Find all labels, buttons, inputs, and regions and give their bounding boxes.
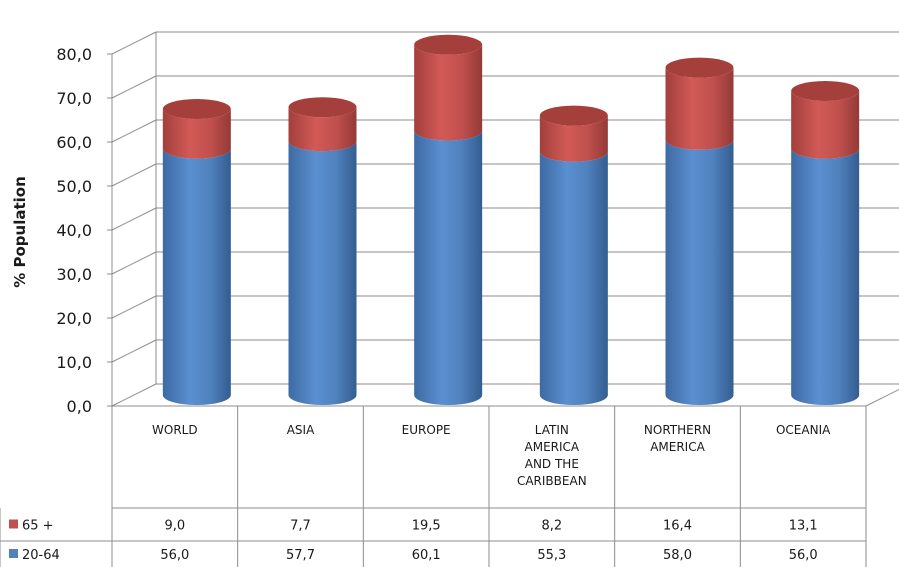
- gridline-side: [111, 163, 157, 187]
- y-tick-label: 40,0: [56, 221, 92, 240]
- y-tick-label: 70,0: [56, 89, 92, 108]
- cylinder-1: [288, 97, 357, 405]
- bar-segment-65 +: [791, 90, 860, 159]
- bar-segment-20-64: [539, 151, 608, 405]
- gridline-side: [111, 251, 157, 275]
- cylinder-top: [539, 105, 608, 126]
- category-label: WORLD: [152, 423, 198, 437]
- table-cell-value: 60,1: [412, 548, 441, 563]
- bar-segment-65 +: [288, 107, 357, 152]
- table-cell-value: 9,0: [164, 519, 185, 534]
- y-tick-label: 30,0: [56, 265, 92, 284]
- data-table: WORLD ASIA EUROPE LATIN AMERICA AND THE CARIBB…: [0, 406, 867, 567]
- y-tick-label: 60,0: [56, 133, 92, 152]
- cylinder-4: [665, 57, 734, 406]
- table-cell-value: 57,7: [286, 548, 315, 563]
- cylinder-top: [414, 34, 483, 55]
- table-cell-value: 55,3: [537, 548, 566, 563]
- bar-segment-20-64: [791, 148, 860, 405]
- cylinder-top: [162, 99, 231, 119]
- table-cell-value: 19,5: [412, 519, 441, 534]
- cylinder-2: [414, 34, 483, 405]
- cylinder-0: [162, 99, 231, 405]
- legend-label: 65 +: [22, 519, 54, 534]
- gridline-side: [111, 119, 157, 143]
- bar-segment-65 +: [665, 67, 734, 150]
- gridline-side: [111, 75, 157, 99]
- bar-segment-20-64: [414, 130, 483, 405]
- cylinder-top: [665, 57, 734, 78]
- cylinder-5: [791, 80, 860, 405]
- gridline-side: [111, 207, 157, 231]
- cylinder-top: [791, 80, 860, 101]
- bar-segment-20-64: [665, 139, 734, 406]
- table-cell-value: 56,0: [789, 548, 818, 563]
- bars: [162, 34, 860, 406]
- category-label: EUROPE: [402, 423, 451, 437]
- y-tick-label: 50,0: [56, 177, 92, 196]
- category-label: OCEANIA: [776, 423, 831, 437]
- table-cell-value: 13,1: [789, 519, 818, 534]
- floor-right-edge: [865, 388, 899, 407]
- bar-segment-20-64: [162, 148, 231, 405]
- y-tick-label: 80,0: [56, 45, 92, 64]
- category-label: LATIN AMERICA AND THE CARIBBEAN: [517, 423, 587, 488]
- bar-segment-65 +: [414, 44, 483, 141]
- y-tick-label: 0,0: [67, 397, 92, 416]
- y-axis: % Population 0,0 10,0 20,0 30,0 40,0 50,0 60,0…: [11, 45, 112, 416]
- gridline-side: [111, 383, 157, 407]
- legend-label: 20-64: [22, 548, 60, 563]
- category-label: ASIA: [287, 423, 315, 437]
- bar-segment-20-64: [288, 141, 357, 405]
- bar-segment-65 +: [539, 115, 608, 162]
- table-cell-value: 8,2: [541, 519, 562, 534]
- table-cell-value: 58,0: [663, 548, 692, 563]
- cylinder-3: [539, 105, 608, 405]
- y-tick-label: 20,0: [56, 309, 92, 328]
- gridline-side: [111, 339, 157, 363]
- y-tick-label: 10,0: [56, 353, 92, 372]
- category-label: NORTHERN AMERICA: [644, 423, 711, 454]
- gridline-side: [111, 31, 157, 55]
- legend-swatch: [9, 519, 18, 529]
- gridline-side: [111, 295, 157, 319]
- y-axis-label: % Population: [11, 176, 29, 288]
- cylinder-top: [288, 97, 357, 118]
- table-cell-value: 56,0: [160, 548, 189, 563]
- legend-swatch: [9, 549, 18, 558]
- bar-segment-65 +: [162, 109, 231, 159]
- table-cell-value: 7,7: [290, 519, 311, 534]
- table-cell-value: 16,4: [663, 519, 692, 534]
